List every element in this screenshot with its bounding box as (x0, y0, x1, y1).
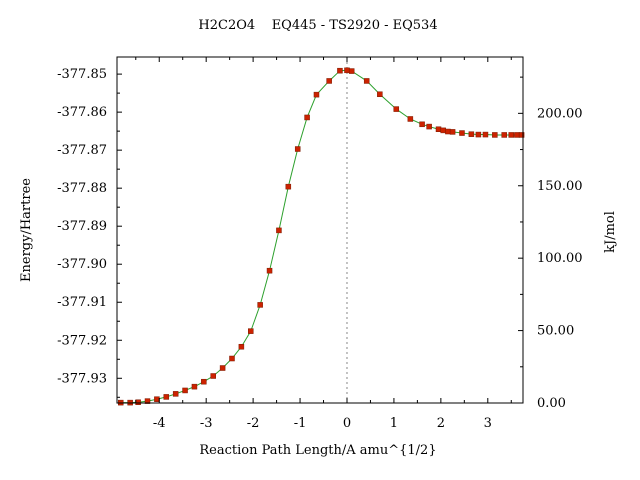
y-left-tick-label: -377.93 (57, 371, 107, 386)
plot-frame (116, 56, 524, 404)
data-point-marker (326, 78, 332, 84)
y-right-tick-label: 200.00 (537, 106, 583, 121)
data-point-marker (154, 396, 160, 402)
data-point-marker (191, 383, 198, 390)
data-point-marker (449, 129, 456, 135)
data-point-marker (229, 355, 235, 362)
y-left-tick-label: -377.90 (57, 257, 107, 272)
x-axis-label: Reaction Path Length/A amu^{1/2} (199, 443, 436, 458)
energy-profile-line (120, 69, 522, 404)
y-left-tick-label: -377.86 (57, 105, 107, 120)
data-point-marker (514, 132, 520, 138)
data-point-marker (266, 267, 273, 274)
x-tick-label: -1 (294, 416, 307, 431)
data-point-marker (304, 114, 310, 121)
y-axis-left-label: Energy/Hartree (19, 178, 34, 282)
tick-layer: -4 -3 -2 -1 0 1 2 3 -377.85 -377.86 -377.87 -377.88… (57, 57, 583, 431)
y-left-tick-label: -377.88 (57, 181, 107, 196)
data-point-marker (407, 116, 414, 122)
y-left-tick-label: -377.89 (57, 219, 107, 234)
data-point-marker (445, 128, 451, 135)
data-point-marker (182, 387, 188, 394)
y-right-tick-label: 150.00 (537, 179, 583, 194)
data-point-marker (435, 126, 442, 132)
y-right-tick-label: 0.00 (537, 396, 566, 411)
data-point-marker (238, 343, 245, 350)
y-right-tick-label: 50.00 (537, 324, 574, 339)
data-point-marker (363, 78, 370, 84)
chart-title: H2C2O4 EQ445 - TS2920 - EQ534 (198, 18, 437, 33)
data-point-marker (393, 106, 400, 112)
data-point-marker (337, 67, 343, 74)
x-tick-label: -4 (153, 416, 166, 431)
y-right-tick-label: 100.00 (537, 251, 583, 266)
data-point-marker (163, 394, 170, 400)
data-point-marker (459, 130, 465, 136)
plot-layer (118, 67, 525, 406)
x-tick-label: -2 (247, 416, 260, 431)
x-tick-label: 1 (390, 416, 398, 431)
x-tick-label: 3 (484, 416, 492, 431)
y-left-tick-label: -377.87 (57, 143, 107, 158)
data-point-marker (419, 121, 425, 128)
data-point-marker (348, 68, 355, 74)
data-point-marker (276, 227, 282, 234)
data-point-marker (508, 132, 515, 138)
data-point-marker (492, 132, 498, 138)
y-axis-right-label: kJ/mol (603, 211, 618, 253)
data-point-marker (257, 302, 263, 308)
data-point-marker (518, 132, 525, 138)
data-point-marker (294, 146, 301, 152)
data-point-marker (135, 399, 141, 405)
y-left-tick-label: -377.85 (57, 67, 107, 82)
data-point-marker (172, 391, 179, 397)
y-left-tick-label: -377.91 (57, 295, 107, 310)
data-point-marker (210, 373, 216, 379)
data-point-marker (201, 378, 207, 385)
data-point-marker (501, 132, 507, 138)
x-tick-label: 0 (343, 416, 351, 431)
x-tick-label: -3 (200, 416, 213, 431)
data-point-marker (377, 91, 383, 98)
data-point-marker (482, 131, 489, 138)
axis-layer (116, 56, 524, 404)
data-point-marker (285, 183, 292, 190)
y-left-tick-label: -377.92 (57, 333, 107, 348)
data-point-marker (344, 67, 350, 74)
data-point-marker (468, 131, 475, 137)
x-tick-label: 2 (437, 416, 445, 431)
data-point-marker (248, 328, 254, 334)
data-point-marker (144, 398, 151, 404)
data-point-marker (440, 127, 446, 134)
data-point-marker (219, 365, 226, 371)
data-point-marker (313, 91, 320, 98)
data-point-marker (475, 131, 482, 138)
data-point-marker (426, 123, 432, 130)
